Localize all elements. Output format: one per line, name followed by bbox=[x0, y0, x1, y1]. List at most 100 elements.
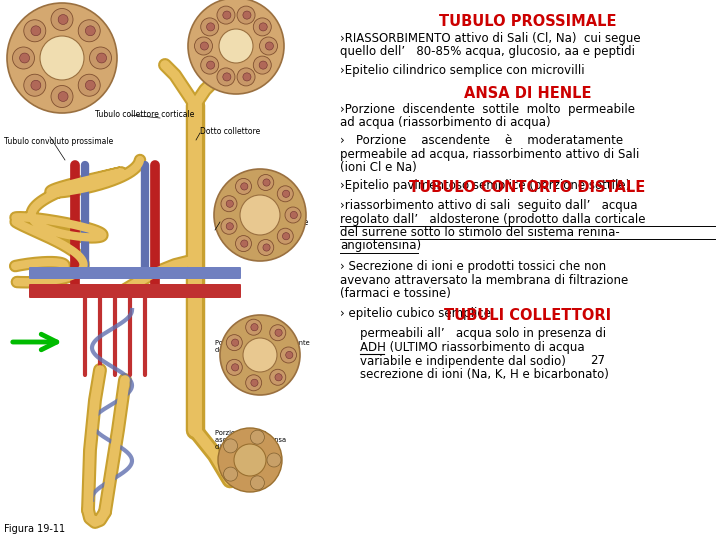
Circle shape bbox=[224, 467, 238, 481]
Circle shape bbox=[226, 200, 233, 207]
Circle shape bbox=[277, 228, 293, 244]
Text: ›Porzione  discendente  sottile  molto  permeabile: ›Porzione discendente sottile molto perm… bbox=[340, 103, 635, 116]
Text: regolato dall’   aldosterone (prodotto dalla corticale: regolato dall’ aldosterone (prodotto dal… bbox=[340, 213, 646, 226]
Circle shape bbox=[267, 453, 281, 467]
Circle shape bbox=[237, 6, 255, 24]
Text: secrezione di ioni (Na, K, H e bicarbonato): secrezione di ioni (Na, K, H e bicarbona… bbox=[360, 368, 609, 381]
Circle shape bbox=[19, 53, 30, 63]
FancyBboxPatch shape bbox=[29, 267, 241, 279]
Text: quello dell’   80-85% acqua, glucosio, aa e peptidi: quello dell’ 80-85% acqua, glucosio, aa … bbox=[340, 45, 635, 58]
Text: TUBULI COLLETTORI: TUBULI COLLETTORI bbox=[444, 308, 611, 323]
Circle shape bbox=[246, 319, 261, 335]
Circle shape bbox=[78, 74, 100, 96]
Circle shape bbox=[232, 339, 239, 346]
Circle shape bbox=[217, 6, 235, 24]
Circle shape bbox=[263, 179, 270, 186]
Text: ›Epitelio pavimentoso semplice (porzione sottile): ›Epitelio pavimentoso semplice (porzione… bbox=[340, 179, 630, 192]
Circle shape bbox=[7, 3, 117, 113]
Circle shape bbox=[258, 174, 274, 191]
Circle shape bbox=[96, 53, 107, 63]
Text: (farmaci e tossine): (farmaci e tossine) bbox=[340, 287, 451, 300]
Text: Porzione sottile
ascendente dell'ansa
di Henle: Porzione sottile ascendente dell'ansa di… bbox=[215, 430, 286, 450]
Circle shape bbox=[285, 207, 301, 223]
Circle shape bbox=[282, 190, 289, 198]
Circle shape bbox=[259, 23, 267, 31]
Text: ADH (ULTIMO riassorbimento di acqua: ADH (ULTIMO riassorbimento di acqua bbox=[360, 341, 585, 354]
Text: ›RIASSORBIMENTO attivo di Sali (Cl, Na)  cui segue: ›RIASSORBIMENTO attivo di Sali (Cl, Na) … bbox=[340, 32, 641, 45]
Circle shape bbox=[240, 195, 280, 235]
Circle shape bbox=[58, 15, 68, 24]
Circle shape bbox=[12, 47, 35, 69]
Circle shape bbox=[243, 11, 251, 19]
Circle shape bbox=[243, 338, 277, 372]
Circle shape bbox=[251, 323, 258, 331]
Circle shape bbox=[221, 218, 237, 234]
Text: Tubulo convoluto prossimale: Tubulo convoluto prossimale bbox=[4, 137, 113, 146]
Circle shape bbox=[224, 439, 238, 453]
Circle shape bbox=[188, 0, 284, 94]
Text: TUBULO CONTORTO DISTALE: TUBULO CONTORTO DISTALE bbox=[410, 180, 646, 195]
Circle shape bbox=[275, 329, 282, 336]
Text: ›   Porzione    ascendente    è    moderatamente: › Porzione ascendente è moderatamente bbox=[340, 134, 623, 147]
Circle shape bbox=[51, 9, 73, 30]
Circle shape bbox=[243, 73, 251, 81]
Circle shape bbox=[240, 183, 248, 190]
Circle shape bbox=[235, 178, 251, 194]
Text: ANSA DI HENLE: ANSA DI HENLE bbox=[464, 85, 591, 100]
Text: Dotto collettore: Dotto collettore bbox=[200, 127, 260, 136]
Text: ›riassorbimento attivo di sali  seguito dall’   acqua: ›riassorbimento attivo di sali seguito d… bbox=[340, 199, 637, 212]
Text: Tubulo convoluto distale: Tubulo convoluto distale bbox=[215, 218, 308, 227]
Text: ad acqua (riassorbimento di acqua): ad acqua (riassorbimento di acqua) bbox=[340, 116, 551, 129]
Circle shape bbox=[240, 240, 248, 247]
Circle shape bbox=[226, 222, 233, 230]
Circle shape bbox=[217, 68, 235, 86]
Circle shape bbox=[237, 68, 255, 86]
Circle shape bbox=[253, 56, 271, 74]
Circle shape bbox=[51, 85, 73, 107]
Circle shape bbox=[226, 359, 243, 375]
Circle shape bbox=[277, 186, 293, 202]
Circle shape bbox=[286, 352, 293, 359]
Circle shape bbox=[281, 347, 297, 363]
Text: variabile e indipendente dal sodio): variabile e indipendente dal sodio) bbox=[360, 354, 566, 368]
Text: avevano attraversato la membrana di filtrazione: avevano attraversato la membrana di filt… bbox=[340, 273, 629, 287]
Circle shape bbox=[24, 74, 46, 96]
Circle shape bbox=[259, 61, 267, 69]
Text: 27: 27 bbox=[590, 354, 605, 368]
Circle shape bbox=[259, 37, 277, 55]
Text: permeabili all’   acqua solo in presenza di: permeabili all’ acqua solo in presenza d… bbox=[360, 327, 606, 341]
Circle shape bbox=[24, 20, 46, 42]
Circle shape bbox=[235, 235, 251, 252]
Circle shape bbox=[219, 29, 253, 63]
Circle shape bbox=[201, 18, 219, 36]
Circle shape bbox=[220, 315, 300, 395]
Circle shape bbox=[222, 11, 231, 19]
Circle shape bbox=[263, 244, 270, 251]
Circle shape bbox=[251, 476, 264, 490]
Circle shape bbox=[86, 80, 95, 90]
Circle shape bbox=[258, 240, 274, 255]
Circle shape bbox=[194, 37, 212, 55]
Circle shape bbox=[58, 92, 68, 102]
Circle shape bbox=[266, 42, 274, 50]
Circle shape bbox=[234, 444, 266, 476]
Circle shape bbox=[275, 374, 282, 381]
Text: ›Epitelio cilindrico semplice con microvilli: ›Epitelio cilindrico semplice con microv… bbox=[340, 64, 585, 77]
Text: TUBULO PROSSIMALE: TUBULO PROSSIMALE bbox=[438, 14, 616, 29]
Circle shape bbox=[270, 369, 286, 385]
Circle shape bbox=[270, 325, 286, 341]
Circle shape bbox=[200, 42, 209, 50]
Circle shape bbox=[78, 20, 100, 42]
Circle shape bbox=[207, 61, 215, 69]
Text: › Secrezione di ioni e prodotti tossici che non: › Secrezione di ioni e prodotti tossici … bbox=[340, 260, 606, 273]
Circle shape bbox=[226, 335, 243, 350]
Text: angiotensina): angiotensina) bbox=[340, 240, 421, 253]
Circle shape bbox=[201, 56, 219, 74]
Circle shape bbox=[214, 169, 306, 261]
Circle shape bbox=[221, 195, 237, 212]
Text: del surrene sotto lo stimolo del sistema renina-: del surrene sotto lo stimolo del sistema… bbox=[340, 226, 620, 239]
Circle shape bbox=[40, 36, 84, 80]
Circle shape bbox=[246, 375, 261, 391]
Circle shape bbox=[282, 233, 289, 240]
Circle shape bbox=[222, 73, 231, 81]
